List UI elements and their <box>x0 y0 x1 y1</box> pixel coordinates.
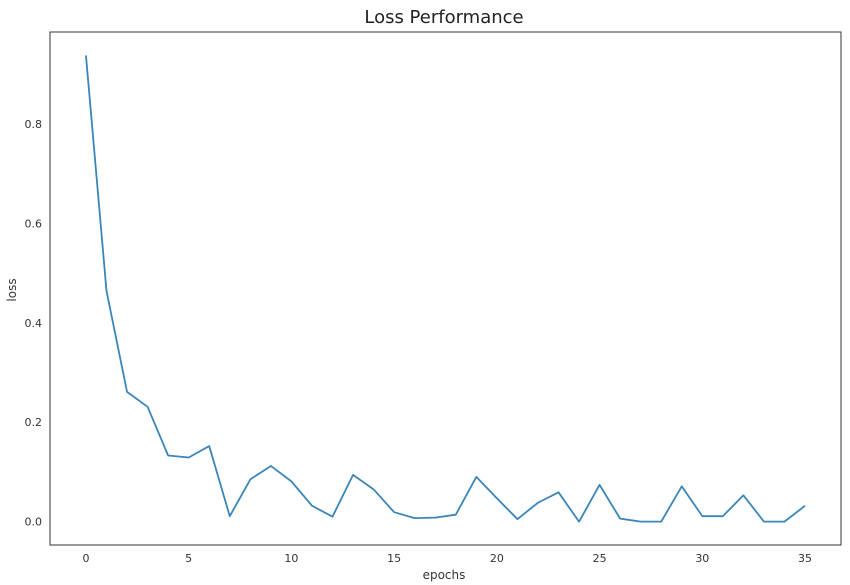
x-axis-label: epochs <box>423 568 466 582</box>
x-tick-label: 0 <box>82 552 89 565</box>
y-tick-label: 0.6 <box>25 217 43 230</box>
x-tick-label: 10 <box>284 552 298 565</box>
chart-title: Loss Performance <box>364 7 523 28</box>
x-tick-label: 20 <box>490 552 504 565</box>
y-tick-label: 0.2 <box>25 416 43 429</box>
y-tick-label: 0.8 <box>25 118 43 131</box>
plot-frame <box>49 31 842 546</box>
y-tick-label: 0.4 <box>25 317 43 330</box>
y-tick-label: 0.0 <box>25 516 43 529</box>
series-layer <box>85 55 806 523</box>
x-tick-label: 35 <box>798 552 812 565</box>
x-axis: 0 5 10 15 20 25 30 35 <box>82 552 812 565</box>
x-tick-label: 15 <box>387 552 401 565</box>
x-tick-label: 5 <box>185 552 192 565</box>
y-axis: 0.0 0.2 0.4 0.6 0.8 <box>25 118 43 529</box>
x-tick-label: 25 <box>593 552 607 565</box>
y-axis-label: loss <box>5 278 19 301</box>
loss-series-line <box>85 55 806 523</box>
x-tick-label: 30 <box>695 552 709 565</box>
